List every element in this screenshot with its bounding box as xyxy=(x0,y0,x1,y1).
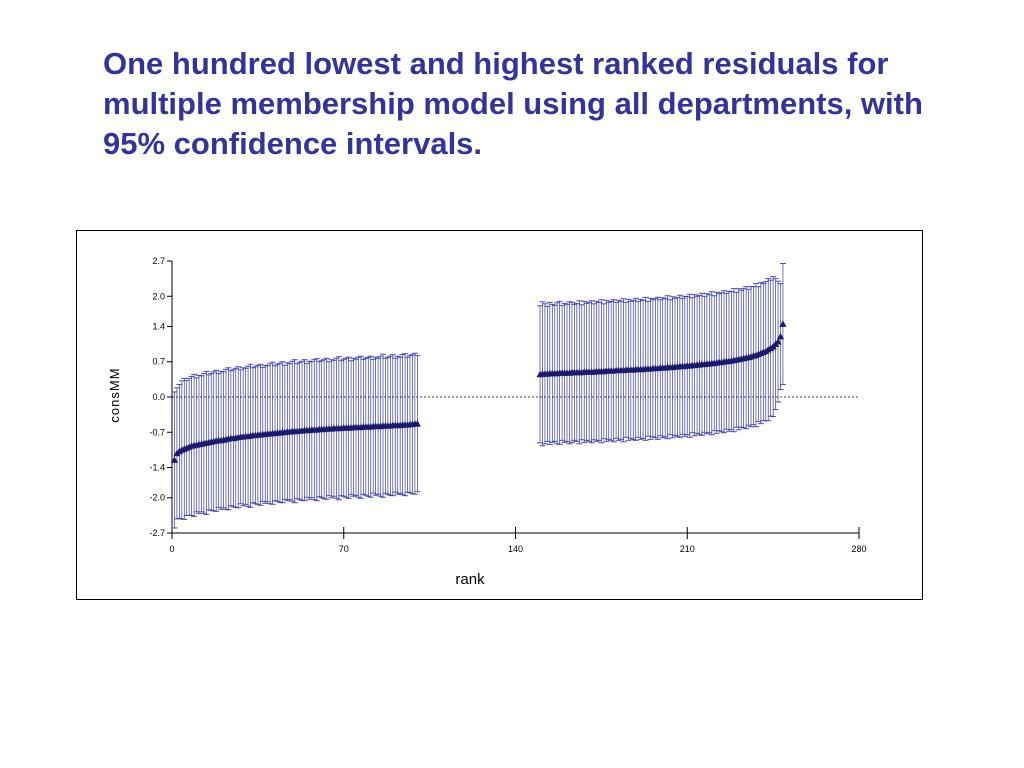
residuals-chart: 2.7 2.0 1.4 0.7 0.0 -0.7 -1.4 -2.0 -2.7 0 70 140 210… xyxy=(107,256,867,588)
y-axis-label: consMM xyxy=(107,367,122,422)
x-tick-label: 0 xyxy=(169,544,174,554)
x-tick-label: 140 xyxy=(508,544,523,554)
y-tick-label: 0.0 xyxy=(152,392,165,402)
y-tick-label: -0.7 xyxy=(149,427,165,437)
y-tick-label: 2.0 xyxy=(152,291,165,301)
x-tick-label: 210 xyxy=(680,544,695,554)
x-axis-label: rank xyxy=(455,571,485,588)
y-tick-label: 1.4 xyxy=(152,321,165,331)
markers-group xyxy=(170,320,787,463)
residual-point xyxy=(776,332,785,340)
y-tick-label: 2.7 xyxy=(152,256,165,266)
residual-point xyxy=(774,337,782,345)
slide-title: One hundred lowest and highest ranked re… xyxy=(103,46,923,161)
x-tick-label: 280 xyxy=(851,544,866,554)
y-tick-label: 0.7 xyxy=(152,357,165,367)
chart-frame: 2.7 2.0 1.4 0.7 0.0 -0.7 -1.4 -2.0 -2.7 0 70 140 210… xyxy=(76,230,923,600)
y-tick-label: -2.7 xyxy=(149,528,165,538)
y-tick-label: -1.4 xyxy=(149,463,165,473)
residual-point xyxy=(170,456,179,463)
axes-group: 2.7 2.0 1.4 0.7 0.0 -0.7 -1.4 -2.0 -2.7 0 70 140 210… xyxy=(149,256,866,554)
x-tick-label: 70 xyxy=(339,544,349,554)
y-tick-label: -2.0 xyxy=(149,493,165,503)
residual-point xyxy=(779,320,787,327)
errorbars-group xyxy=(171,263,786,529)
residual-point xyxy=(413,420,421,427)
